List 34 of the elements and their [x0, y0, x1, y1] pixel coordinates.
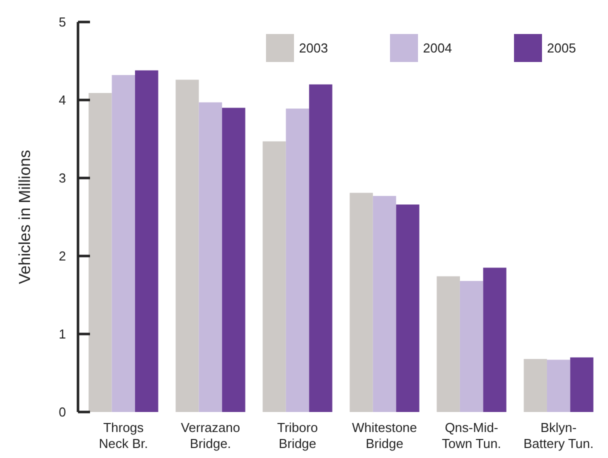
bar [350, 192, 373, 412]
y-tick-label: 4 [58, 92, 66, 108]
bar [198, 102, 222, 412]
bar [546, 360, 570, 412]
bar [112, 75, 136, 412]
bar [286, 108, 310, 412]
bar [372, 196, 396, 412]
x-tick-label: Verrazano Bridge. [180, 420, 240, 451]
bar [176, 80, 199, 412]
y-tick-label: 0 [58, 404, 66, 420]
bar [570, 357, 594, 412]
bar [135, 70, 158, 412]
bar [222, 108, 246, 412]
bar [460, 280, 484, 412]
bar [396, 204, 420, 412]
bar [483, 268, 506, 412]
x-tick-label: Bklyn- Battery Tun. [524, 420, 594, 451]
x-tick-label: Qns-Mid- Town Tun. [442, 420, 502, 451]
legend-label: 2003 [299, 40, 328, 56]
bar [262, 141, 286, 412]
legend-label: 2005 [547, 40, 576, 56]
bar [88, 92, 112, 412]
legend-label: 2004 [423, 40, 452, 56]
y-tick-label: 2 [58, 248, 66, 264]
y-tick-label: 5 [58, 14, 66, 30]
y-tick-label: 1 [58, 326, 66, 342]
y-axis-title: Vehicles in Millions [17, 150, 34, 284]
bar [524, 358, 547, 412]
x-tick-label: Whitestone Bridge [352, 420, 418, 451]
x-tick-label: Throgs Neck Br. [98, 420, 148, 451]
bar [436, 276, 460, 412]
y-tick-label: 3 [58, 170, 66, 186]
x-tick-label: Triboro Bridge [277, 420, 318, 451]
bar [309, 84, 332, 412]
